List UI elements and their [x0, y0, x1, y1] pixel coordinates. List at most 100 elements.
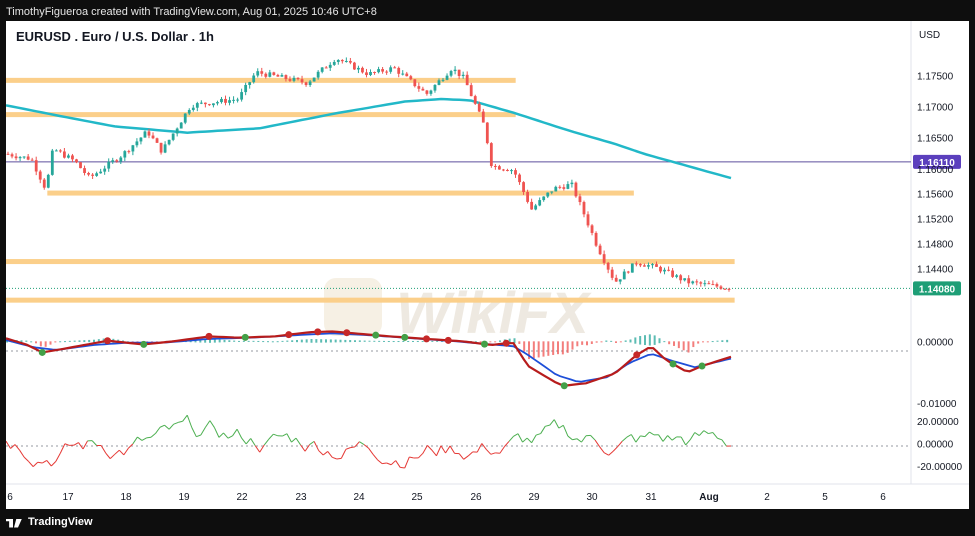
candle	[195, 103, 199, 108]
candle	[421, 88, 425, 91]
macd-bar	[706, 341, 709, 343]
osc-segment	[662, 435, 668, 442]
candle	[647, 265, 650, 267]
candle	[550, 191, 554, 193]
macd-bar	[83, 340, 86, 343]
osc-segment	[32, 461, 39, 467]
osc-segment	[440, 445, 446, 454]
macd-bar	[499, 340, 501, 342]
macd-bar	[334, 339, 337, 343]
macd-bar	[383, 340, 385, 342]
candle	[602, 254, 606, 263]
currency-label[interactable]: USD	[919, 30, 940, 41]
macd-bar	[581, 341, 584, 345]
macd-bar	[634, 337, 637, 344]
candle	[489, 143, 493, 166]
osc-segment	[536, 433, 541, 436]
osc-segment	[286, 433, 292, 443]
macd-bar	[407, 340, 410, 342]
osc-segment	[667, 435, 673, 441]
macd-bar	[552, 341, 555, 355]
osc-segment	[232, 428, 238, 437]
macd-bar	[238, 340, 240, 342]
moving-average	[5, 97, 732, 180]
chart-area[interactable]: WikiFX 1.16110 1.14080 1.17500 1.17000 1.16…	[5, 21, 969, 509]
macd-tick-label: 0.00000	[917, 337, 954, 348]
candle	[687, 278, 691, 284]
osc-segment	[513, 433, 519, 437]
osc-segment	[603, 452, 609, 456]
candle	[159, 142, 163, 153]
macd-bar	[300, 339, 303, 343]
candle	[586, 214, 590, 226]
candle	[42, 179, 46, 188]
candle	[357, 67, 360, 70]
osc-segment	[567, 435, 573, 441]
last-price-label: 1.14080	[919, 284, 956, 295]
macd-bar	[122, 340, 124, 342]
price-axis: 1.17500 1.17000 1.16500 1.16000 1.15600 1.152…	[917, 71, 962, 472]
osc-segment	[422, 445, 428, 454]
candle	[280, 75, 284, 77]
macd-bar	[600, 341, 603, 343]
candle	[707, 283, 711, 285]
osc-segment	[218, 432, 224, 438]
candle	[461, 74, 465, 76]
time-tick-label: 19	[178, 492, 190, 503]
candle	[679, 275, 683, 281]
macd-cross-down-marker	[633, 351, 641, 359]
price-tick-label: 1.15200	[917, 215, 954, 226]
candle	[260, 71, 264, 74]
macd-bar	[590, 341, 593, 344]
osc-tick-label: 20.00000	[917, 417, 959, 428]
candle	[312, 77, 316, 82]
candle	[502, 169, 505, 171]
osc-segment	[200, 427, 206, 436]
macd-bar	[373, 340, 376, 342]
candle	[675, 275, 679, 277]
candle	[445, 75, 449, 80]
candle	[123, 151, 127, 158]
macd-bar	[368, 340, 371, 342]
macd-bar	[93, 339, 95, 343]
candle	[111, 160, 115, 162]
candle	[320, 67, 324, 72]
candle	[594, 232, 598, 246]
osc-segment	[354, 441, 360, 448]
macd-bar	[513, 338, 516, 344]
macd-bar	[291, 340, 294, 342]
price-tick-label: 1.14400	[917, 264, 954, 275]
osc-segment	[254, 445, 261, 453]
macd-bar	[267, 341, 269, 343]
macd-bar	[397, 341, 400, 343]
candle	[630, 263, 634, 273]
osc-segment	[436, 445, 442, 456]
osc-segment	[490, 452, 496, 455]
chart-canvas[interactable]: WikiFX 1.16110 1.14080 1.17500 1.17000 1.16…	[5, 21, 969, 509]
candle	[369, 72, 372, 76]
candle	[449, 71, 453, 76]
candle	[344, 60, 348, 62]
osc-segment	[400, 466, 405, 469]
macd-cross-up-marker	[669, 360, 677, 368]
candle	[614, 277, 618, 282]
macd-cross-up-marker	[140, 340, 148, 348]
osc-segment	[531, 434, 537, 443]
osc-segment	[213, 427, 220, 438]
candle	[518, 174, 521, 183]
watermark-text: WikiFX	[396, 281, 592, 346]
candle	[328, 64, 332, 68]
time-tick-label: 29	[528, 492, 540, 503]
macd-bar	[677, 341, 680, 349]
macd-bar	[358, 340, 361, 342]
osc-segment	[703, 430, 709, 434]
osc-segment	[372, 453, 378, 461]
osc-segment	[635, 435, 641, 443]
osc-segment	[46, 460, 52, 467]
macd-bar	[247, 340, 250, 342]
osc-segment	[409, 456, 414, 459]
candle	[18, 157, 22, 159]
macd-bar	[648, 334, 651, 346]
osc-segment	[445, 445, 451, 454]
osc-segment	[155, 426, 161, 434]
